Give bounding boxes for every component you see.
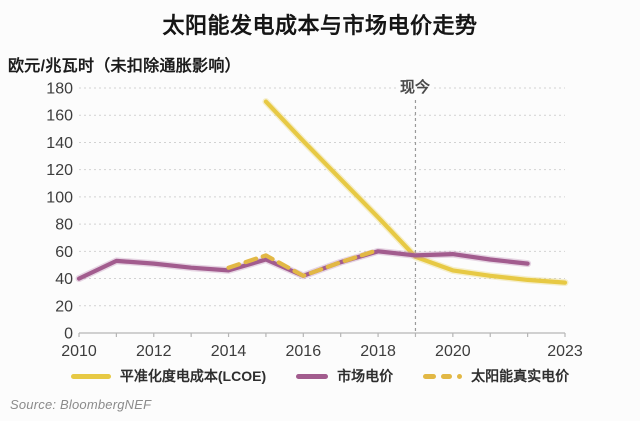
y-tick-label: 180: [46, 81, 73, 98]
x-tick-label: 2014: [211, 343, 247, 360]
legend-item-2: 太阳能真实电价: [423, 366, 569, 386]
legend-item-1: 市场电价: [296, 366, 393, 386]
now-annotation-label: 现今: [395, 76, 435, 97]
y-tick-label: 40: [55, 271, 73, 288]
x-tick-label: 2010: [61, 343, 97, 360]
legend-swatch: [296, 373, 329, 379]
x-tick-label: 2023: [547, 343, 583, 360]
legend: 平准化度电成本(LCOE) 市场电价 太阳能真实电价: [0, 366, 640, 386]
y-tick-label: 0: [64, 326, 73, 343]
y-axis-unit-label: 欧元/兆瓦时（未扣除通胀影响）: [8, 58, 241, 75]
x-tick-label: 2012: [136, 343, 172, 360]
y-tick-label: 120: [46, 162, 73, 179]
y-tick-label: 100: [46, 189, 73, 206]
legend-dash: [441, 373, 453, 379]
source-credit: Source: BloombergNEF: [10, 397, 152, 412]
series-line-dashed: [226, 247, 381, 278]
y-tick-label: 60: [55, 244, 73, 261]
y-tick-label: 140: [46, 135, 73, 152]
y-tick-label: 160: [46, 108, 73, 125]
chart-title: 太阳能发电成本与市场电价走势: [162, 13, 478, 38]
x-tick-label: 2020: [435, 343, 471, 360]
legend-swatch: [70, 373, 111, 379]
legend-label: 市场电价: [337, 368, 394, 384]
legend-dash: [423, 373, 437, 379]
x-tick-label: 2016: [286, 343, 322, 360]
legend-label: 平准化度电成本(LCOE): [119, 368, 267, 384]
legend-swatch: [423, 373, 463, 379]
legend-dash: [457, 373, 463, 379]
legend-label: 太阳能真实电价: [471, 368, 570, 384]
y-tick-label: 80: [55, 217, 73, 234]
legend-item-0: 平准化度电成本(LCOE): [70, 366, 267, 386]
x-tick-label: 2018: [360, 343, 396, 360]
y-tick-label: 20: [55, 298, 73, 315]
